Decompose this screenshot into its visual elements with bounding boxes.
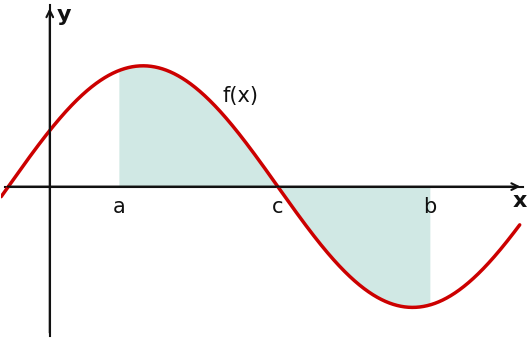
Text: c: c [272,197,284,217]
Text: a: a [112,197,125,217]
Text: x: x [512,191,526,211]
Text: b: b [423,197,437,217]
Text: f(x): f(x) [222,86,259,106]
Text: y: y [56,5,71,26]
